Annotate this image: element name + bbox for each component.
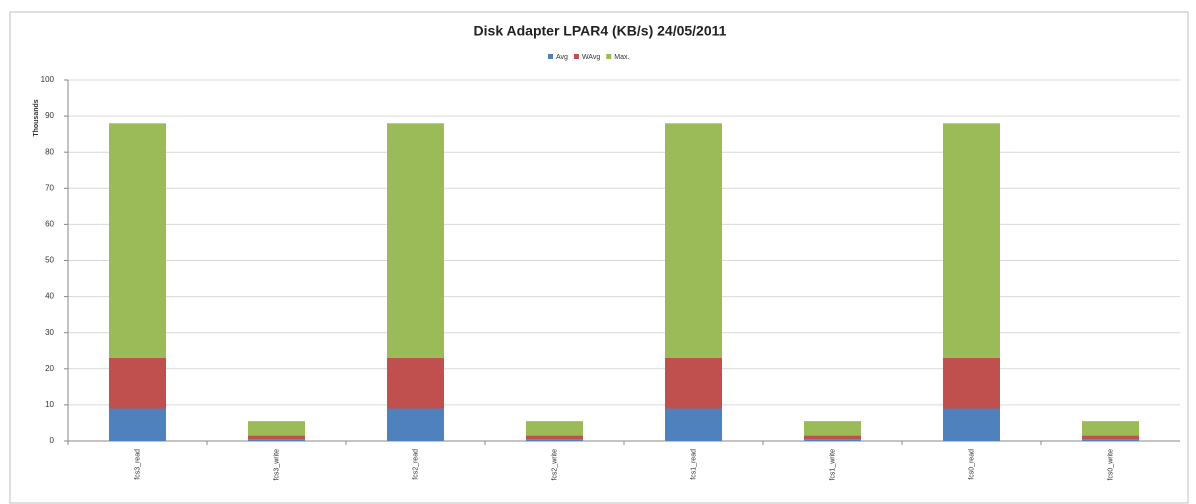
y-tick-label: 0 bbox=[50, 436, 55, 445]
bar-segment bbox=[109, 123, 166, 358]
y-tick-label: 50 bbox=[45, 256, 54, 265]
bar-segment bbox=[665, 357, 722, 409]
x-tick-label: fcs2_write bbox=[551, 449, 558, 481]
x-tick-label: fcs2_read bbox=[412, 449, 419, 480]
y-tick-label: 70 bbox=[45, 183, 54, 192]
x-tick-label: fcs0_write bbox=[1107, 449, 1114, 481]
bar-segment bbox=[387, 357, 444, 409]
y-tick-label: 20 bbox=[45, 364, 54, 373]
bar-segment bbox=[526, 439, 583, 441]
bar-segment bbox=[804, 421, 861, 436]
y-tick-label: 80 bbox=[45, 147, 54, 156]
x-tick-label: fcs3_read bbox=[134, 449, 141, 480]
bar-segment bbox=[248, 421, 305, 436]
bar-segment bbox=[943, 123, 1000, 358]
bar-segment bbox=[387, 408, 444, 441]
bar-segment bbox=[1082, 421, 1139, 436]
bar-segment bbox=[526, 421, 583, 436]
y-tick-label: 90 bbox=[45, 111, 54, 120]
bar-segment bbox=[1082, 439, 1139, 441]
y-tick-label: 10 bbox=[45, 400, 54, 409]
bar-segment bbox=[804, 439, 861, 441]
bar-segment bbox=[1082, 435, 1139, 440]
x-tick-label: fcs3_write bbox=[273, 449, 280, 481]
legend-swatch bbox=[606, 54, 612, 59]
y-tick-label: 40 bbox=[45, 292, 54, 301]
bar-segment bbox=[109, 408, 166, 441]
chart-title: Disk Adapter LPAR4 (KB/s) 24/05/2011 bbox=[474, 23, 727, 39]
bar-segment bbox=[248, 435, 305, 440]
y-tick-label: 60 bbox=[45, 220, 54, 229]
legend-label: Avg bbox=[556, 54, 568, 61]
bar-segment bbox=[526, 435, 583, 440]
bar-segment bbox=[943, 357, 1000, 409]
x-tick-label: fcs1_write bbox=[829, 449, 836, 481]
x-tick-label: fcs1_read bbox=[690, 449, 697, 480]
bar-segment bbox=[665, 123, 722, 358]
legend-label: WAvg bbox=[582, 54, 600, 61]
bar-segment bbox=[387, 123, 444, 358]
legend-swatch bbox=[573, 54, 579, 59]
y-axis-label: Thousands bbox=[33, 99, 40, 136]
chart-frame bbox=[9, 11, 1189, 504]
legend-label: Max. bbox=[614, 54, 629, 61]
bar-segment bbox=[943, 408, 1000, 441]
legend-swatch bbox=[548, 54, 553, 59]
y-tick-label: 100 bbox=[41, 75, 55, 84]
bar-segment bbox=[665, 408, 722, 441]
y-tick-label: 30 bbox=[45, 328, 54, 337]
bar-segment bbox=[109, 357, 166, 409]
bar-segment bbox=[804, 435, 861, 440]
x-tick-label: fcs0_read bbox=[968, 449, 975, 480]
bar-segment bbox=[248, 439, 305, 441]
